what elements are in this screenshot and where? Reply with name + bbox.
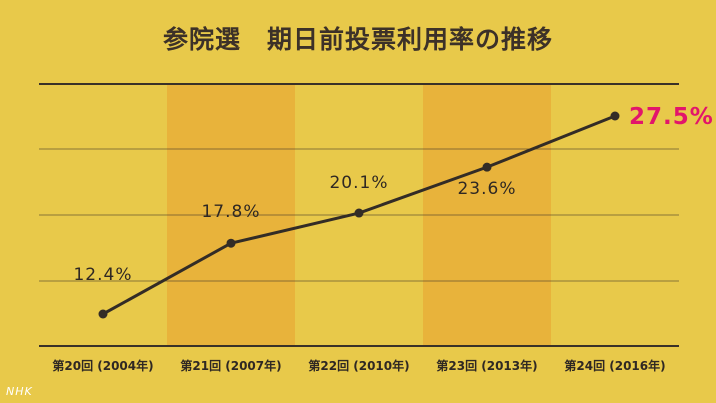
data-point — [354, 208, 364, 218]
data-label: 12.4% — [73, 265, 132, 285]
x-tick-label: 第23回 (2013年) — [436, 358, 537, 373]
x-tick-label: 第24回 (2016年) — [564, 358, 665, 373]
data-label: 20.1% — [329, 173, 388, 193]
data-label: 17.8% — [201, 202, 260, 222]
nhk-logo: NHK — [6, 385, 33, 398]
data-point — [610, 111, 620, 121]
data-point — [482, 162, 492, 172]
x-tick-label: 第20回 (2004年) — [52, 358, 153, 373]
data-point — [98, 309, 108, 319]
data-label: 27.5% — [629, 104, 714, 130]
data-label: 23.6% — [457, 179, 516, 199]
x-tick-label: 第22回 (2010年) — [308, 358, 409, 373]
data-point — [226, 238, 236, 248]
chart-title: 参院選 期日前投票利用率の推移 — [162, 25, 553, 54]
x-tick-label: 第21回 (2007年) — [180, 358, 281, 373]
